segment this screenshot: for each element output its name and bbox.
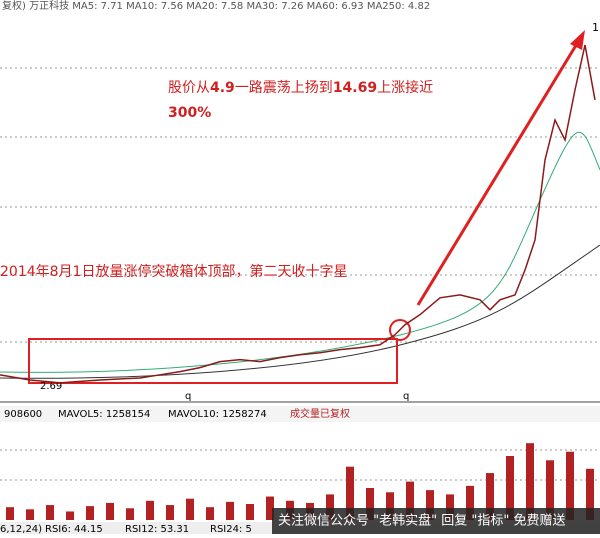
long-ma	[0, 244, 600, 379]
text: 一路震荡上扬到	[235, 80, 333, 96]
watermark-bar	[272, 508, 600, 534]
mid-ma	[0, 131, 600, 373]
volume-header: MAVOL10: 1258274	[168, 409, 267, 420]
annotation: 股价从4.9一路震荡上扬到14.69上涨接近	[168, 79, 433, 96]
arrow-head	[570, 30, 585, 50]
volume-bar	[586, 468, 594, 520]
annotation: 300%	[168, 105, 211, 121]
volume-bar	[526, 443, 534, 520]
watermark: 关注微信公众号 "老韩实盘" 回复 "指标" 免费赠送	[278, 513, 565, 529]
volume-bar	[186, 498, 194, 520]
volume-header: MAVOL5: 1258154	[58, 409, 150, 420]
box-highlight	[28, 338, 398, 384]
volume-bar	[266, 496, 274, 520]
volume-bar	[26, 509, 34, 520]
volume-bar	[386, 492, 394, 520]
volume-bar	[6, 507, 14, 520]
text: 14.69	[333, 80, 377, 96]
volume-bar	[226, 501, 234, 520]
price-line	[0, 44, 596, 384]
indicator: RSI12: 53.31	[125, 524, 189, 534]
header: 复权) 万正科技 MA5: 7.71 MA10: 7.56 MA20: 7.58…	[2, 0, 430, 12]
volume-bar	[86, 506, 94, 520]
breakout-circle	[389, 319, 411, 341]
volume-bar	[366, 488, 374, 520]
top-label: 1	[592, 21, 599, 34]
volume-bar	[246, 504, 254, 520]
period-mark: q	[403, 391, 409, 402]
volume-bar	[486, 473, 494, 520]
volume-header-bar	[0, 406, 600, 422]
indicator: RSI24: 5	[210, 524, 252, 534]
annotation: 2014年8月1日放量涨停突破箱体顶部，第二天收十字星	[0, 263, 347, 280]
volume-bar	[166, 505, 174, 520]
text: 股价从	[168, 80, 210, 96]
volume-bar	[506, 456, 514, 520]
volume-header: 908600	[4, 409, 42, 420]
volume-bar	[406, 481, 414, 520]
indicator: RSI6: 44.15	[45, 524, 103, 534]
dotted-grid	[0, 67, 600, 481]
volume-bar	[546, 460, 554, 520]
volume-bar	[206, 507, 214, 520]
period-mark: q	[185, 391, 191, 402]
text: 上涨接近	[377, 79, 433, 96]
volume-bar	[326, 494, 334, 520]
trend-arrow	[416, 41, 580, 306]
volume-bar	[146, 500, 154, 520]
text: 4.9	[210, 80, 235, 96]
indicator: 6,12,24)	[0, 524, 42, 534]
volume-bar	[46, 505, 54, 520]
marks	[0, 44, 596, 520]
volume-bar	[446, 494, 454, 520]
volume-bar	[466, 485, 474, 520]
volume-bar	[66, 511, 74, 520]
volume-bar	[126, 508, 134, 520]
volume-bar	[346, 466, 354, 520]
volume-bar	[426, 490, 434, 520]
volume-bar	[106, 502, 114, 520]
volume-header: 成交量已复权	[290, 407, 350, 420]
volume-bar	[566, 451, 574, 520]
low-label: 2.69	[40, 381, 62, 392]
